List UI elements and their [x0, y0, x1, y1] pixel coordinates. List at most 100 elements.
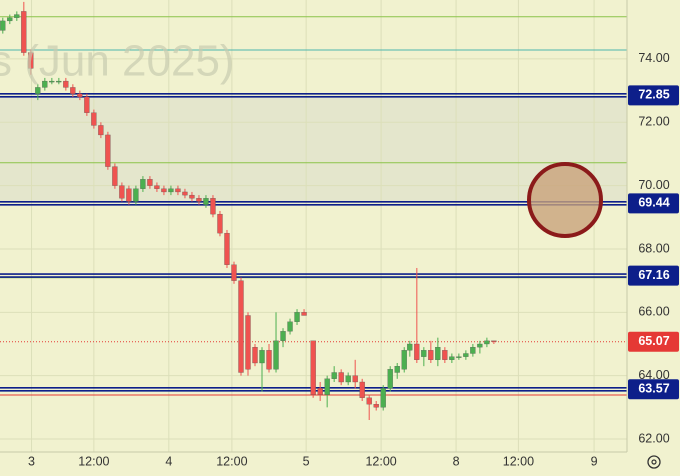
candle-body — [224, 232, 230, 265]
candle-body — [266, 350, 272, 370]
candle-body — [366, 397, 372, 405]
x-tick-label: 3 — [28, 454, 35, 468]
x-tick-label: 12:00 — [216, 454, 247, 468]
candle-body — [98, 125, 104, 136]
x-tick-label: 12:00 — [503, 454, 534, 468]
candle-body — [373, 404, 379, 408]
level-label-box — [628, 85, 679, 106]
candle-body — [407, 343, 413, 351]
candle-body — [154, 185, 160, 189]
candle-body — [359, 381, 365, 398]
candle-body — [105, 134, 111, 167]
y-tick-label: 66.00 — [638, 305, 669, 319]
candle-body — [161, 188, 167, 193]
x-tick-label: 9 — [591, 454, 598, 468]
settings-icon[interactable] — [647, 455, 661, 469]
candle-body — [196, 198, 202, 202]
candle-body — [77, 93, 83, 98]
candle-body — [119, 185, 125, 199]
y-tick-label: 74.00 — [638, 51, 669, 65]
level-label-box — [628, 193, 679, 214]
candle-body — [84, 96, 90, 113]
candle-body — [126, 188, 132, 202]
candle-body — [259, 350, 265, 364]
x-tick-label: 4 — [165, 454, 172, 468]
y-tick-label: 72.00 — [638, 115, 669, 129]
candle-body — [217, 213, 223, 234]
price-label-box — [628, 331, 679, 352]
candle-body — [168, 188, 174, 193]
candle-body — [491, 340, 497, 342]
candle-body — [182, 191, 188, 196]
candle-body — [56, 80, 62, 83]
candle-body — [14, 14, 20, 18]
y-tick-label: 62.00 — [638, 431, 669, 445]
candle-body — [345, 375, 351, 383]
candle-body — [231, 264, 237, 281]
candle-body — [35, 87, 41, 94]
level-label-box — [628, 379, 679, 400]
candle-body — [310, 340, 316, 395]
level-label: 63.57 — [638, 382, 669, 396]
candle-body — [147, 179, 153, 186]
candle-body — [280, 331, 286, 341]
candle-body — [21, 11, 27, 53]
candle-body — [42, 80, 48, 88]
candle-body — [28, 52, 34, 69]
x-tick-label: 12:00 — [78, 454, 109, 468]
candle-body — [484, 340, 490, 345]
candle-body — [352, 375, 358, 383]
candle-body — [428, 350, 434, 360]
candle-body — [435, 347, 441, 360]
x-tick-label: 12:00 — [365, 454, 396, 468]
candle-body — [112, 166, 118, 186]
gear[interactable] — [647, 455, 661, 469]
level-label-box — [628, 265, 679, 286]
candle-body — [442, 350, 448, 360]
candle-body — [387, 369, 393, 389]
candle-body — [421, 350, 427, 357]
x-tick-label: 5 — [303, 454, 310, 468]
candle-body — [301, 312, 307, 316]
candle-body — [470, 347, 476, 354]
candle-body — [449, 356, 455, 360]
candle-body — [273, 340, 279, 370]
candle-body — [7, 17, 13, 22]
x-tick-label: 8 — [453, 454, 460, 468]
y-tick-label: 64.00 — [638, 368, 669, 382]
price-label: 65.07 — [638, 334, 669, 348]
y-tick-label: 68.00 — [638, 241, 669, 255]
candle-body — [463, 353, 469, 357]
candle-body — [203, 198, 209, 205]
candle-body — [189, 194, 195, 199]
candle-body — [63, 80, 69, 88]
candle-body — [252, 347, 258, 364]
candle-body — [175, 188, 181, 193]
candle-body — [91, 112, 97, 126]
candle-body — [456, 356, 462, 358]
candle-body — [414, 343, 420, 360]
candle-body — [394, 366, 400, 373]
candle-body — [317, 388, 323, 395]
candle-body — [140, 179, 146, 189]
candle-body — [287, 321, 293, 332]
candle-body — [49, 80, 55, 83]
watermark: s (Jun 2025) — [0, 37, 235, 86]
candle-body — [0, 20, 6, 31]
level-label: 69.44 — [638, 196, 669, 210]
candle-body — [380, 388, 386, 408]
candle-body — [324, 378, 330, 395]
candle-body — [238, 280, 244, 373]
marker-circle — [527, 162, 603, 238]
candle-body — [133, 188, 139, 202]
candle-body — [331, 372, 337, 379]
candle-body — [338, 372, 344, 383]
candle-body — [401, 350, 407, 370]
candle-body — [70, 87, 76, 94]
level-label: 67.16 — [638, 268, 669, 282]
gear-center[interactable] — [651, 459, 657, 465]
candle-body — [294, 312, 300, 322]
